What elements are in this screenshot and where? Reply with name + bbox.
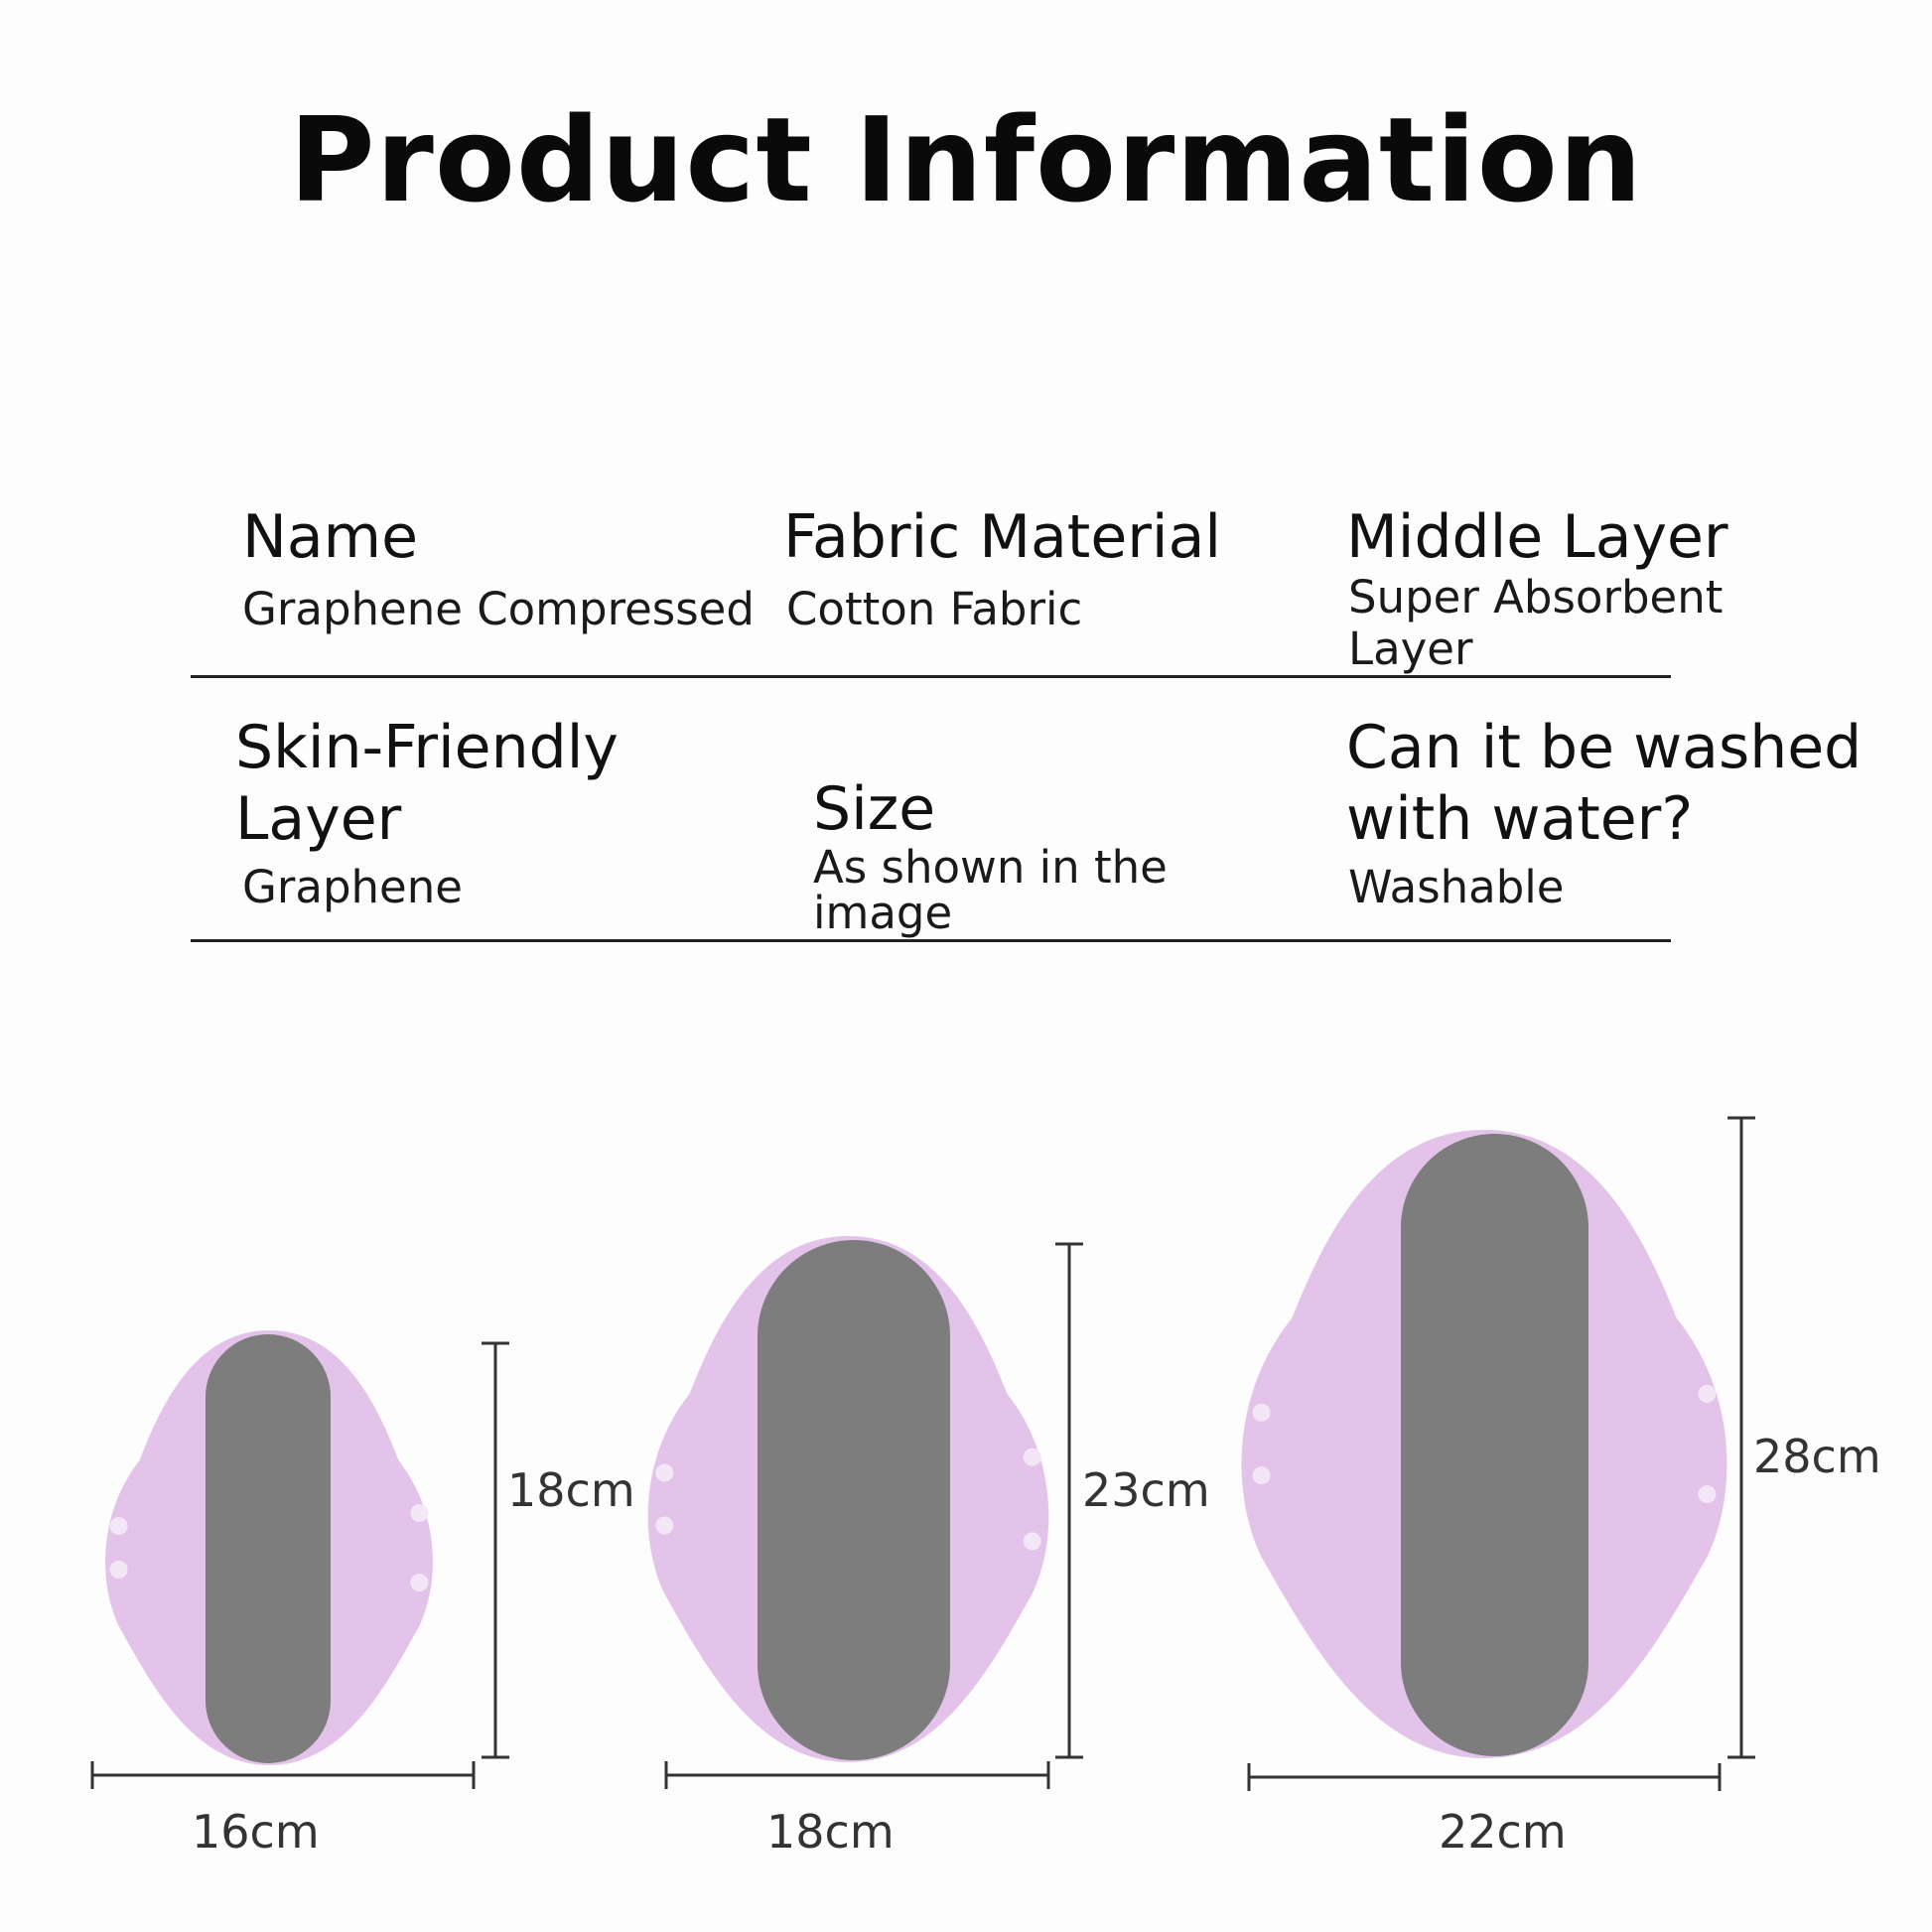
snap-button-icon xyxy=(1252,1466,1271,1485)
pad-small-width: 16cm xyxy=(192,1805,320,1859)
pad-medium-width: 18cm xyxy=(766,1805,895,1859)
spec-name-value: Graphene Compressed xyxy=(242,583,755,635)
spec-middle-layer-label: Middle Layer xyxy=(1346,502,1728,572)
spec-middle-layer-value-2: Layer xyxy=(1348,622,1473,675)
snap-button-icon xyxy=(1023,1448,1041,1466)
snap-button-icon xyxy=(410,1574,429,1591)
snap-button-icon xyxy=(410,1504,429,1522)
spec-name-label: Name xyxy=(242,502,419,572)
pad-large-core xyxy=(1401,1134,1588,1756)
snap-button-icon xyxy=(1252,1403,1271,1422)
pad-medium-core xyxy=(758,1240,950,1760)
spec-skin-layer-label-1: Skin-Friendly xyxy=(235,713,619,782)
pad-small-length: 18cm xyxy=(507,1463,635,1517)
spec-size-label: Size xyxy=(813,774,936,844)
spec-skin-layer-label-2: Layer xyxy=(235,784,402,854)
spec-washable-label-1: Can it be washed xyxy=(1346,713,1863,782)
spec-size-value-2: image xyxy=(813,887,953,939)
snap-button-icon xyxy=(109,1560,128,1579)
spec-skin-layer-value: Graphene xyxy=(242,861,463,913)
snap-button-icon xyxy=(655,1463,674,1482)
snap-button-icon xyxy=(109,1517,128,1536)
pad-large-width: 22cm xyxy=(1439,1805,1567,1859)
spec-fabric-value: Cotton Fabric xyxy=(786,583,1083,635)
snap-button-icon xyxy=(1698,1384,1717,1403)
divider xyxy=(191,675,1671,678)
divider xyxy=(191,939,1671,942)
page-title: Product Information xyxy=(289,91,1643,228)
spec-fabric-label: Fabric Material xyxy=(783,502,1222,572)
snap-button-icon xyxy=(1023,1532,1041,1551)
snap-button-icon xyxy=(655,1516,674,1535)
pad-large-length: 28cm xyxy=(1753,1430,1881,1483)
spec-size-value-1: As shown in the xyxy=(813,841,1168,894)
spec-middle-layer-value-1: Super Absorbent xyxy=(1348,571,1724,623)
spec-washable-label-2: with water? xyxy=(1346,784,1694,854)
pad-medium-length: 23cm xyxy=(1082,1463,1210,1517)
spec-washable-value: Washable xyxy=(1348,861,1565,913)
snap-button-icon xyxy=(1698,1485,1717,1504)
pad-small-core xyxy=(206,1334,331,1763)
